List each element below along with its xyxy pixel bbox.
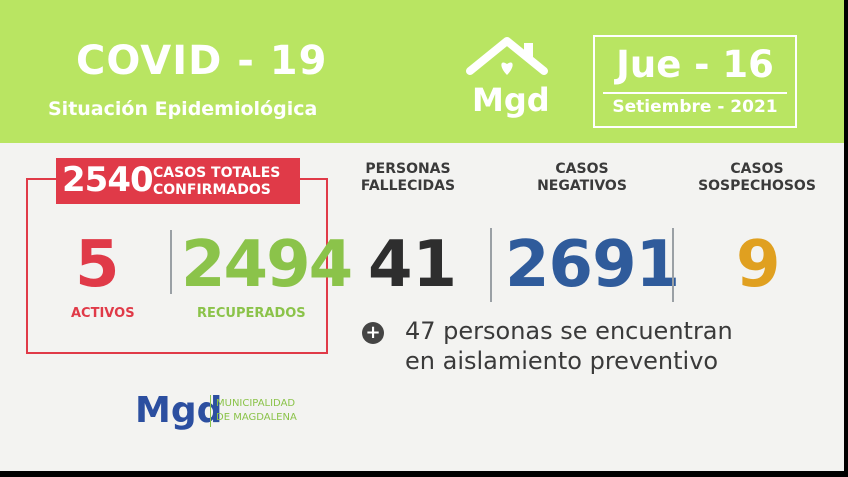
isolation-note-line1: 47 personas se encuentran	[405, 317, 733, 345]
footer-logo-text: Mgd	[135, 390, 223, 431]
total-cases-label-line2: CONFIRMADOS	[153, 182, 271, 198]
footer-municipality: MUNICIPALIDAD DE MAGDALENA	[216, 397, 297, 425]
total-cases-label: CASOS TOTALES CONFIRMADOS	[153, 165, 280, 199]
deaths-heading: PERSONAS FALLECIDAS	[348, 161, 468, 195]
page-title: COVID - 19	[76, 38, 328, 84]
header-band: COVID - 19 Situación Epidemiológica Mgd …	[0, 0, 844, 143]
negative-value: 2691	[505, 228, 680, 302]
divider-active-recovered	[170, 230, 172, 294]
active-label: ACTIVOS	[71, 306, 135, 321]
date-divider	[603, 92, 787, 94]
footer-municipality-line2: DE MAGDALENA	[216, 412, 297, 423]
suspected-value: 9	[736, 228, 781, 302]
divider-negative-suspected	[672, 228, 674, 302]
deaths-value: 41	[368, 228, 458, 302]
recovered-value: 2494	[181, 228, 353, 302]
header-logo-text: Mgd	[472, 81, 550, 119]
page-subtitle: Situación Epidemiológica	[48, 98, 318, 120]
suspected-heading-line1: CASOS	[730, 161, 784, 177]
active-value: 5	[75, 228, 120, 302]
negative-heading-line1: CASOS	[555, 161, 609, 177]
suspected-heading: CASOS SOSPECHOSOS	[690, 161, 824, 195]
footer-logo-divider	[210, 395, 211, 427]
isolation-note: 47 personas se encuentran en aislamiento…	[405, 316, 733, 376]
date-month-year: Setiembre - 2021	[612, 97, 778, 117]
recovered-label: RECUPERADOS	[197, 306, 306, 321]
isolation-note-line2: en aislamiento preventivo	[405, 347, 719, 375]
deaths-heading-line1: PERSONAS	[365, 161, 451, 177]
date-day: Jue - 16	[616, 43, 774, 86]
negative-heading-line2: NEGATIVOS	[537, 178, 627, 194]
plus-icon: +	[362, 322, 384, 344]
total-cases-label-line1: CASOS TOTALES	[153, 165, 281, 181]
house-logo: Mgd	[462, 37, 552, 125]
house-icon	[466, 37, 548, 75]
negative-heading: CASOS NEGATIVOS	[520, 161, 644, 195]
total-cases-value: 2540	[62, 160, 154, 200]
footer-municipality-line1: MUNICIPALIDAD	[216, 398, 296, 409]
deaths-heading-line2: FALLECIDAS	[360, 178, 456, 194]
divider-deaths-negative	[490, 228, 492, 302]
suspected-heading-line2: SOSPECHOSOS	[698, 178, 816, 194]
date-box: Jue - 16 Setiembre - 2021	[593, 35, 797, 128]
confirmed-cases-banner: 2540 CASOS TOTALES CONFIRMADOS	[56, 158, 300, 204]
